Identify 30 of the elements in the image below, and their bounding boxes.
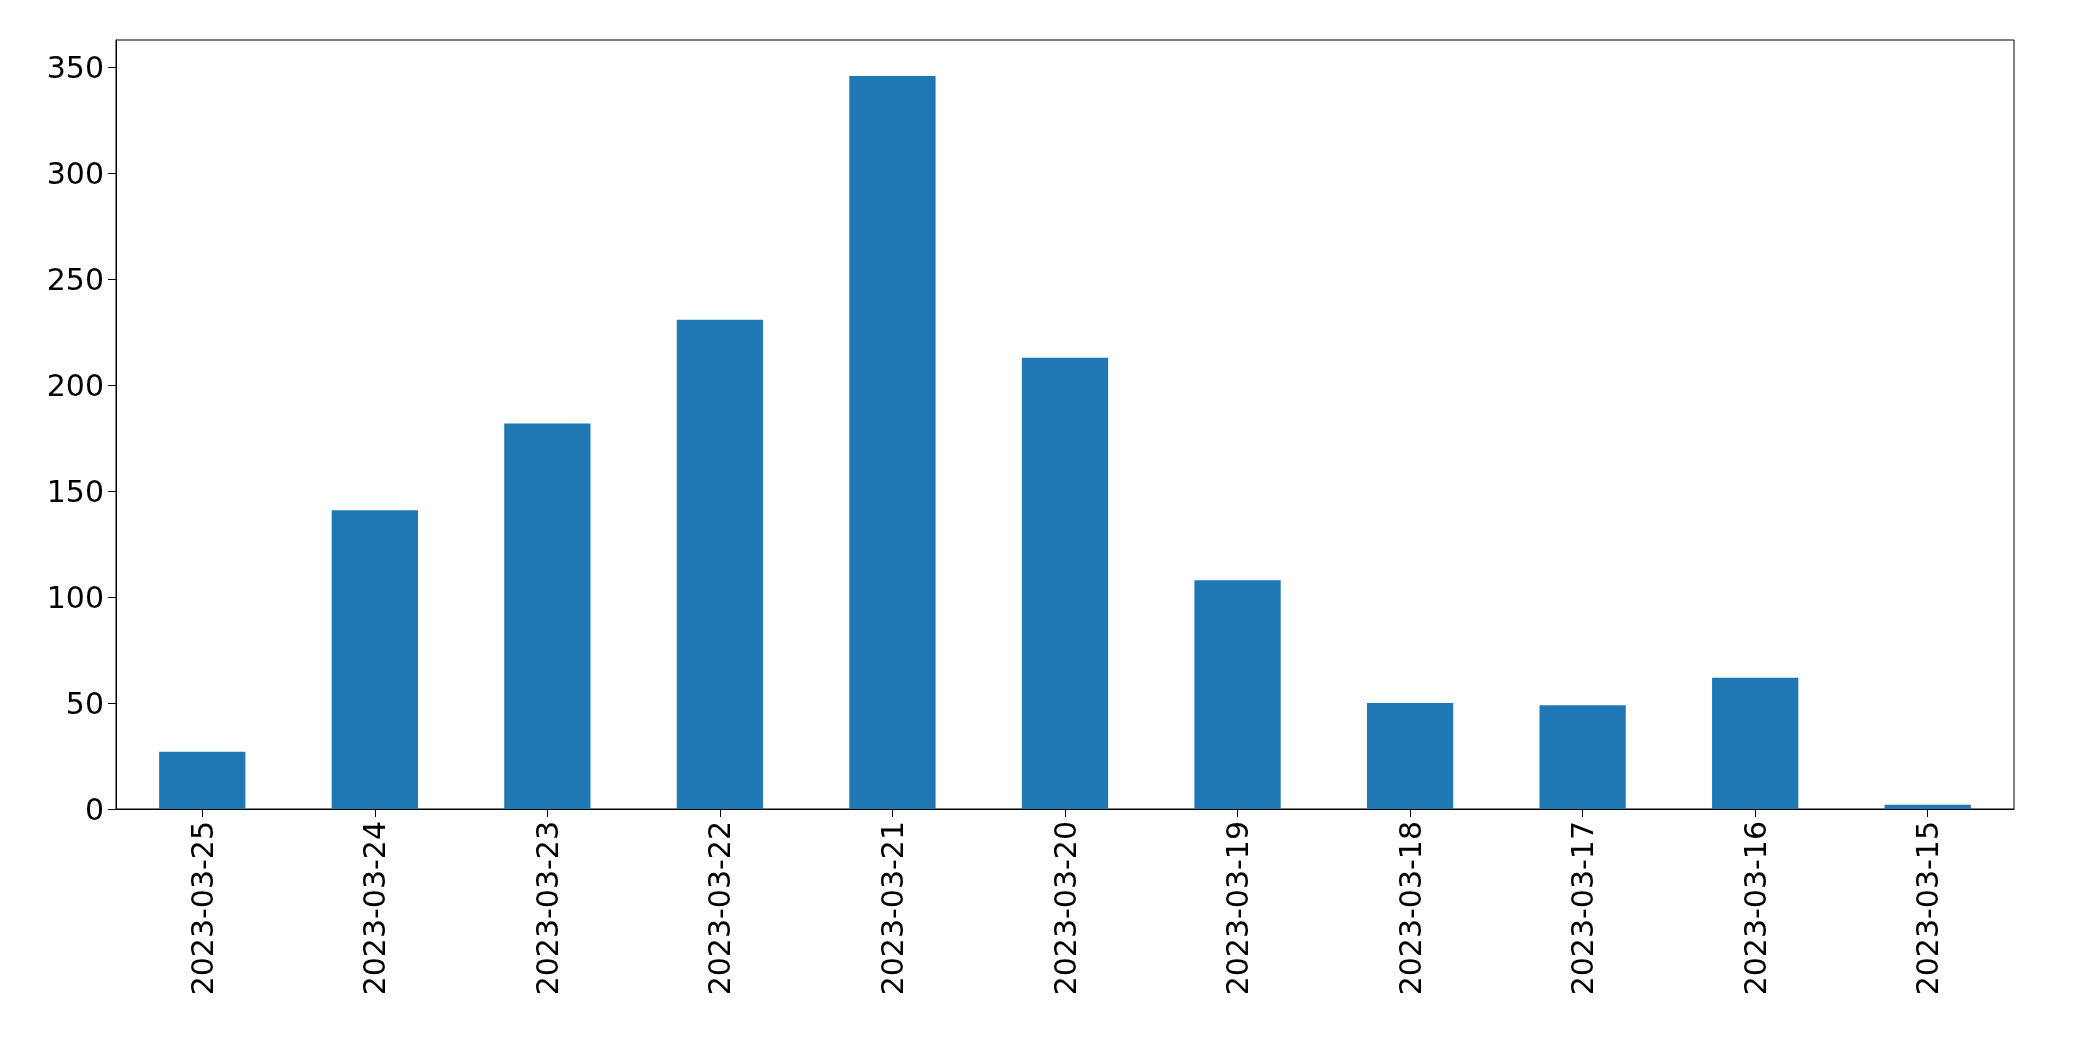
y-tick-label: 350 [46,50,104,86]
x-tick-label: 2023-03-21 [874,821,910,996]
bar [1366,703,1454,809]
x-tick-label: 2023-03-20 [1047,821,1083,996]
x-tick-label: 2023-03-22 [702,821,738,996]
x-tick-label: 2023-03-17 [1565,821,1601,996]
y-tick-label: 100 [46,579,104,615]
bar [504,423,591,809]
bar [1021,357,1109,809]
y-tick-label: 200 [46,367,104,403]
x-tick-label: 2023-03-15 [1910,821,1946,996]
bar [1884,804,1971,809]
bar [1194,580,1281,809]
bar [849,76,936,809]
y-tick-label: 0 [84,791,104,827]
bar [676,319,764,809]
bar [159,751,246,809]
y-tick-label: 50 [65,685,104,721]
x-tick-label: 2023-03-19 [1220,821,1256,996]
x-tick-label: 2023-03-16 [1737,821,1773,996]
x-tick-label: 2023-03-25 [184,821,220,996]
bar [331,510,418,809]
x-tick-label: 2023-03-18 [1392,821,1428,996]
x-tick-label: 2023-03-23 [529,821,565,996]
bar [1712,677,1799,809]
bar [1539,705,1626,809]
x-tick-label: 2023-03-24 [357,821,393,996]
y-tick-label: 300 [46,155,104,191]
y-tick-label: 150 [46,473,104,509]
y-tick-label: 250 [46,261,104,297]
